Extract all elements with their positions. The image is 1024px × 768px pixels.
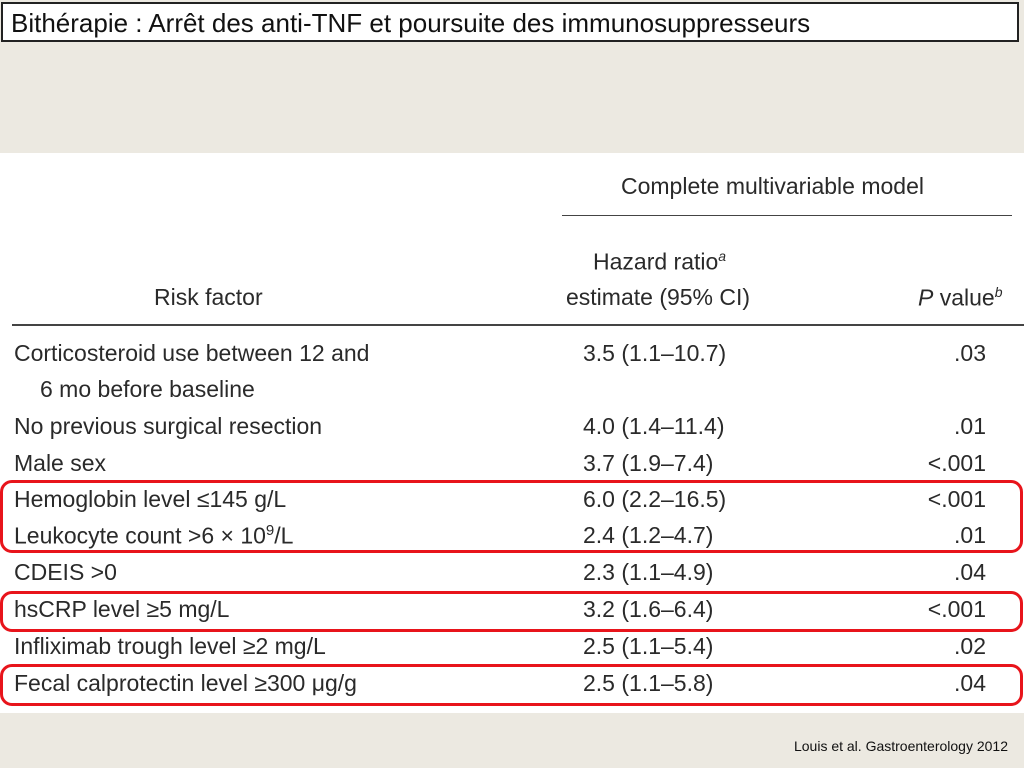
col-header-hr-line1: Hazard ratioa bbox=[593, 248, 727, 275]
slide-title: Bithérapie : Arrêt des anti-TNF et pours… bbox=[1, 2, 1019, 42]
row-label: Fecal calprotectin level ≥300 μg/g bbox=[14, 670, 357, 696]
hr-value: 3.2 (1.6–6.4) bbox=[583, 596, 714, 622]
p-value: <.001 bbox=[927, 450, 986, 476]
hr-value: 4.0 (1.4–11.4) bbox=[583, 413, 725, 439]
row-label: Hemoglobin level ≤145 g/L bbox=[14, 486, 287, 512]
p-value: .01 bbox=[954, 413, 986, 439]
highlight-box-hemoglobin-leukocyte bbox=[0, 480, 1023, 553]
hr-value: 2.5 (1.1–5.4) bbox=[583, 633, 714, 659]
p-value: <.001 bbox=[927, 486, 986, 512]
row-label-continuation: 6 mo before baseline bbox=[40, 376, 255, 402]
header-rule bbox=[12, 324, 1024, 326]
p-value: <.001 bbox=[927, 596, 986, 622]
p-value: .04 bbox=[954, 670, 986, 696]
hr-value: 2.5 (1.1–5.8) bbox=[583, 670, 714, 696]
p-value: .04 bbox=[954, 559, 986, 585]
hr-value: 6.0 (2.2–16.5) bbox=[583, 486, 727, 512]
col-header-p-value: P valueb bbox=[918, 284, 1003, 311]
p-value: .03 bbox=[954, 340, 986, 366]
hr-value: 2.3 (1.1–4.9) bbox=[583, 559, 714, 585]
hr-value: 2.4 (1.2–4.7) bbox=[583, 522, 714, 548]
col-header-hr-line2: estimate (95% CI) bbox=[566, 284, 751, 310]
row-label: CDEIS >0 bbox=[14, 559, 117, 585]
row-label: No previous surgical resection bbox=[14, 413, 323, 439]
citation: Louis et al. Gastroenterology 2012 bbox=[793, 738, 1008, 754]
risk-factor-table: Complete multivariable model Hazard rati… bbox=[0, 153, 1024, 713]
row-label: Male sex bbox=[14, 450, 107, 476]
hr-value: 3.7 (1.9–7.4) bbox=[583, 450, 714, 476]
group-header-rule bbox=[562, 215, 1012, 216]
p-value: .02 bbox=[954, 633, 986, 659]
highlight-box-calprotectin bbox=[0, 664, 1023, 706]
row-label: Infliximab trough level ≥2 mg/L bbox=[14, 633, 326, 659]
group-header: Complete multivariable model bbox=[621, 173, 924, 199]
row-label: hsCRP level ≥5 mg/L bbox=[14, 596, 230, 622]
row-label: Leukocyte count >6 × 109/L bbox=[14, 522, 294, 549]
p-value: .01 bbox=[954, 522, 986, 548]
hr-value: 3.5 (1.1–10.7) bbox=[583, 340, 727, 366]
col-header-risk-factor: Risk factor bbox=[154, 284, 263, 310]
row-label: Corticosteroid use between 12 and bbox=[14, 340, 370, 366]
highlight-box-hscrp bbox=[0, 591, 1023, 632]
